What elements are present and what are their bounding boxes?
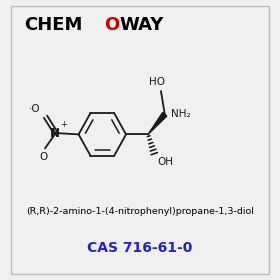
Text: O: O	[39, 152, 48, 162]
Text: OH: OH	[157, 157, 173, 167]
Polygon shape	[148, 112, 167, 134]
FancyBboxPatch shape	[11, 6, 269, 274]
Text: CHEM: CHEM	[24, 16, 83, 34]
Text: WAY: WAY	[120, 16, 164, 34]
Text: +: +	[60, 120, 67, 129]
Text: ·O: ·O	[29, 104, 41, 114]
Text: (R,R)-2-amino-1-(4-nitrophenyl)propane-1,3-diol: (R,R)-2-amino-1-(4-nitrophenyl)propane-1…	[26, 207, 254, 216]
Text: NH₂: NH₂	[171, 109, 191, 119]
Text: HO: HO	[149, 77, 165, 87]
Text: O: O	[104, 16, 119, 34]
Text: N: N	[49, 127, 59, 139]
Text: CAS 716-61-0: CAS 716-61-0	[87, 241, 193, 255]
